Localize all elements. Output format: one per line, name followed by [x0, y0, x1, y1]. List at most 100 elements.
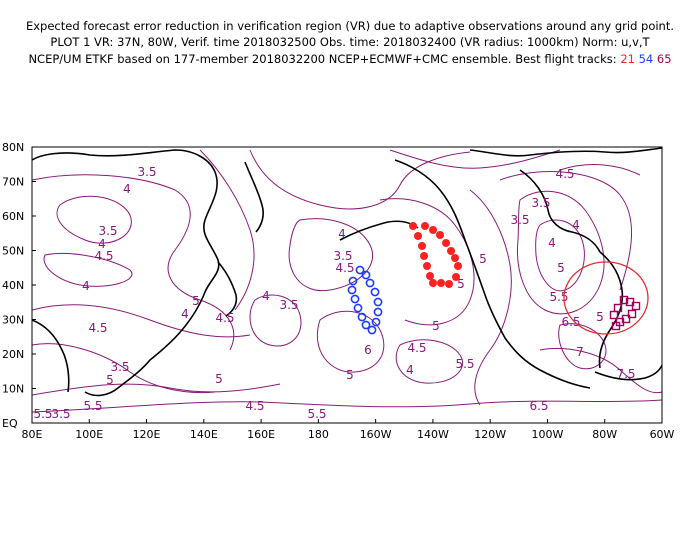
north-america-coastline: [394, 159, 591, 389]
track-21-label: 21: [620, 52, 635, 66]
contour-label: 3.5: [510, 213, 529, 227]
flight-track-point: [442, 239, 450, 247]
flight-track-point: [445, 280, 453, 288]
flight-track-point: [409, 222, 417, 230]
latitude-label: 80N: [2, 141, 24, 154]
latitude-label: 70N: [2, 176, 24, 189]
contour-line: [288, 218, 374, 292]
flight-track-point: [357, 312, 367, 322]
contour-line: [43, 252, 133, 287]
contour-line: [379, 198, 475, 326]
flight-track-point: [371, 317, 381, 327]
flight-track-point: [454, 262, 462, 270]
contour-line: [559, 164, 641, 176]
contour-label: 4.5: [245, 399, 264, 413]
contour-line: [469, 189, 512, 406]
contour-label: 4: [572, 218, 580, 232]
contour-label: 5.5: [549, 290, 568, 304]
contour-label: 5: [192, 294, 200, 308]
track-54-label: 54: [638, 52, 654, 66]
flight-track-point: [420, 252, 428, 260]
flight-track-point: [429, 226, 437, 234]
contour-label: 3.5: [333, 249, 352, 263]
contour-label: 3.5: [110, 360, 129, 374]
contour-label: 5: [596, 310, 604, 324]
contour-label: 4.5: [215, 311, 234, 325]
flight-track-point: [611, 321, 621, 331]
flight-track-point: [414, 232, 422, 240]
alaska-coastline: [339, 220, 419, 241]
latitude-labels: EQ 10N 20N 30N 40N 50N 60N 70N 80N: [2, 141, 36, 430]
latitude-label: 30N: [2, 314, 24, 327]
flight-track-point: [361, 270, 371, 280]
verification-region-circle: [563, 261, 649, 335]
latitude-label: 10N: [2, 383, 24, 396]
contour-line: [249, 149, 471, 210]
latitude-label: EQ: [2, 417, 18, 430]
asia-coastline: [31, 149, 220, 397]
longitude-label: 80E: [22, 428, 43, 441]
contour-line: [389, 149, 561, 169]
longitude-label: 60W: [650, 428, 675, 441]
contour-line: [539, 347, 663, 394]
contour-lines: [31, 149, 663, 413]
contour-label: 3.5: [531, 196, 550, 210]
contour-label: 6: [364, 343, 372, 357]
contour-line: [56, 195, 132, 244]
latitude-label: 50N: [2, 245, 24, 258]
flight-track-point: [365, 278, 375, 288]
flight-track-point: [437, 279, 445, 287]
contour-label: 4.5: [407, 341, 426, 355]
flight-track-point: [418, 242, 426, 250]
flight-track-point: [361, 320, 371, 330]
latitude-label: 40N: [2, 279, 24, 292]
contour-label: 4: [82, 279, 90, 293]
longitude-labels: 80E 100E 120E 140E 160E 180 160W 140W 120W 100W 80…: [22, 419, 675, 441]
longitude-label: 80W: [592, 428, 617, 441]
contour-label: 5.5: [83, 399, 102, 413]
longitude-label: 120E: [133, 428, 161, 441]
contour-line: [31, 399, 663, 413]
flight-track-point: [347, 285, 357, 295]
flight-track-point: [370, 287, 380, 297]
latitude-label: 60N: [2, 210, 24, 223]
flight-track-point: [627, 309, 637, 319]
contour-label: 4: [181, 307, 189, 321]
contour-label-group: 3.543.544.544.555.55.554.543.543.54.5565…: [33, 165, 635, 421]
contour-line: [31, 304, 251, 338]
contour-line: [31, 174, 235, 351]
contour-label: 5: [106, 373, 114, 387]
contour-label: 5: [432, 319, 440, 333]
flight-track-point: [436, 231, 444, 239]
contour-line: [499, 171, 632, 291]
contour-label: 7.5: [616, 367, 635, 381]
flight-track-21: [409, 222, 462, 288]
flight-track-point: [631, 301, 641, 311]
contour-line: [316, 310, 385, 373]
longitude-label: 120W: [474, 428, 506, 441]
flight-track-point: [619, 295, 629, 305]
contour-label: 4.5: [94, 249, 113, 263]
flight-track-54: [347, 265, 383, 335]
contour-label: 3.5: [51, 407, 70, 421]
contour-label: 3.5: [279, 298, 298, 312]
caribbean-coastline: [594, 364, 663, 381]
flight-track-point: [426, 272, 434, 280]
figure-title-line-1: Expected forecast error reduction in ver…: [25, 19, 675, 33]
longitude-label: 160W: [360, 428, 392, 441]
flight-track-point: [423, 262, 431, 270]
contour-label: 5.5: [307, 407, 326, 421]
kamchatka-coastline: [244, 161, 264, 233]
contour-label: 5: [557, 261, 565, 275]
japan-coastline: [217, 261, 238, 317]
contour-label: 4: [406, 363, 414, 377]
contour-label: 3.5: [98, 224, 117, 238]
contour-label: 5.5: [455, 357, 474, 371]
flight-track-point: [353, 303, 363, 313]
contour-label: 4.5: [555, 167, 574, 181]
contour-line: [199, 149, 255, 311]
hudson-coastline: [519, 169, 601, 253]
contour-label: 5: [457, 277, 465, 291]
track-65-label: 65: [656, 52, 672, 66]
longitude-label: 100E: [75, 428, 103, 441]
